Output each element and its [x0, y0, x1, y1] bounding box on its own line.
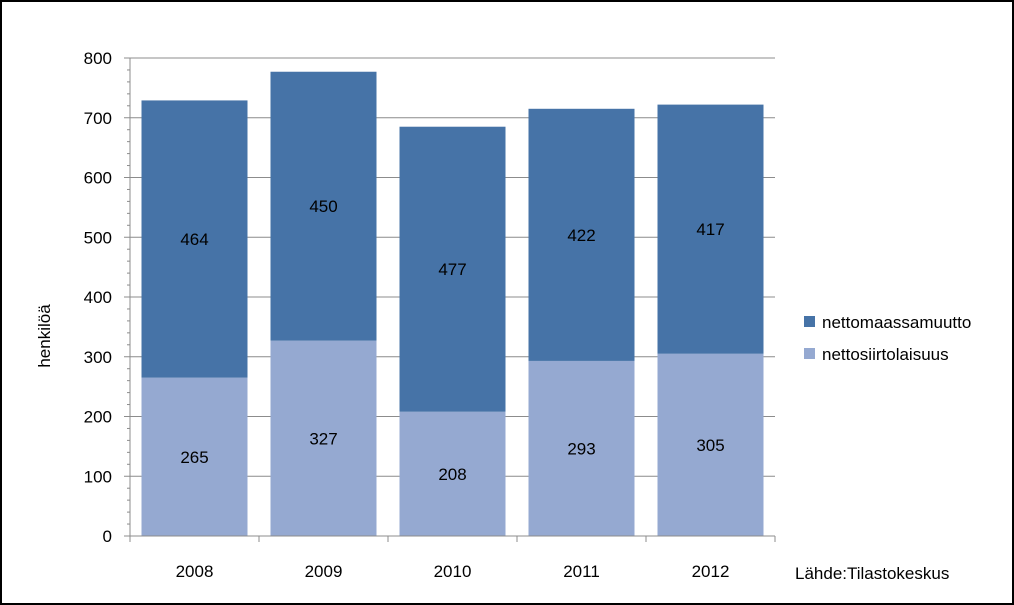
y-tick-label-700: 700 — [84, 109, 112, 128]
data-label-nettosiirtolaisuus-2010: 208 — [438, 465, 466, 484]
data-label-nettosiirtolaisuus-2011: 293 — [567, 439, 595, 458]
bar-nettosiirtolaisuus-2012 — [657, 353, 764, 536]
y-tick-label-800: 800 — [84, 49, 112, 68]
bar-nettosiirtolaisuus-2008 — [141, 377, 248, 536]
bar-nettomaassamuutto-2008 — [141, 100, 248, 378]
data-label-nettosiirtolaisuus-2009: 327 — [309, 429, 337, 448]
bar-nettosiirtolaisuus-2009 — [270, 340, 377, 536]
data-label-nettomaassamuutto-2012: 417 — [696, 220, 724, 239]
bar-nettomaassamuutto-2009 — [270, 71, 377, 341]
data-label-nettomaassamuutto-2010: 477 — [438, 260, 466, 279]
axes — [124, 57, 776, 542]
legend-label-nettomaassamuutto: nettomaassamuutto — [822, 313, 971, 332]
x-tick-label-2012: 2012 — [692, 562, 730, 581]
bar-nettosiirtolaisuus-2010 — [399, 411, 506, 536]
y-tick-label-400: 400 — [84, 288, 112, 307]
bar-nettomaassamuutto-2012 — [657, 104, 764, 354]
data-label-nettosiirtolaisuus-2008: 265 — [180, 448, 208, 467]
x-tick-label-2009: 2009 — [305, 562, 343, 581]
data-label-nettomaassamuutto-2008: 464 — [180, 230, 208, 249]
bar-nettomaassamuutto-2010 — [399, 126, 506, 412]
x-tick-label-2010: 2010 — [434, 562, 472, 581]
x-tick-label-2011: 2011 — [563, 562, 600, 581]
labels: 0 100 200 300 400 500 600 700 800 265 464 2008 327 45… — [84, 49, 730, 581]
y-tick-label-600: 600 — [84, 169, 112, 188]
legend-label-nettosiirtolaisuus: nettosiirtolaisuus — [822, 345, 949, 364]
y-tick-label-200: 200 — [84, 408, 112, 427]
data-label-nettomaassamuutto-2011: 422 — [567, 226, 595, 245]
y-tick-label-0: 0 — [103, 527, 112, 546]
legend: nettomaassamuutto nettosiirtolaisuus — [804, 313, 971, 364]
x-tick-label-2008: 2008 — [176, 562, 214, 581]
data-label-nettosiirtolaisuus-2012: 305 — [696, 436, 724, 455]
y-tick-label-100: 100 — [84, 467, 112, 486]
y-axis-title: henkilöä — [35, 304, 54, 368]
data-label-nettomaassamuutto-2009: 450 — [309, 197, 337, 216]
y-tick-label-500: 500 — [84, 228, 112, 247]
bar-nettomaassamuutto-2011 — [528, 108, 635, 361]
bars — [141, 71, 764, 536]
y-tick-label-300: 300 — [84, 348, 112, 367]
legend-swatch-nettomaassamuutto — [804, 316, 815, 327]
legend-swatch-nettosiirtolaisuus — [804, 348, 815, 359]
bar-nettosiirtolaisuus-2011 — [528, 360, 635, 536]
source-note: Lähde:Tilastokeskus — [795, 564, 949, 583]
